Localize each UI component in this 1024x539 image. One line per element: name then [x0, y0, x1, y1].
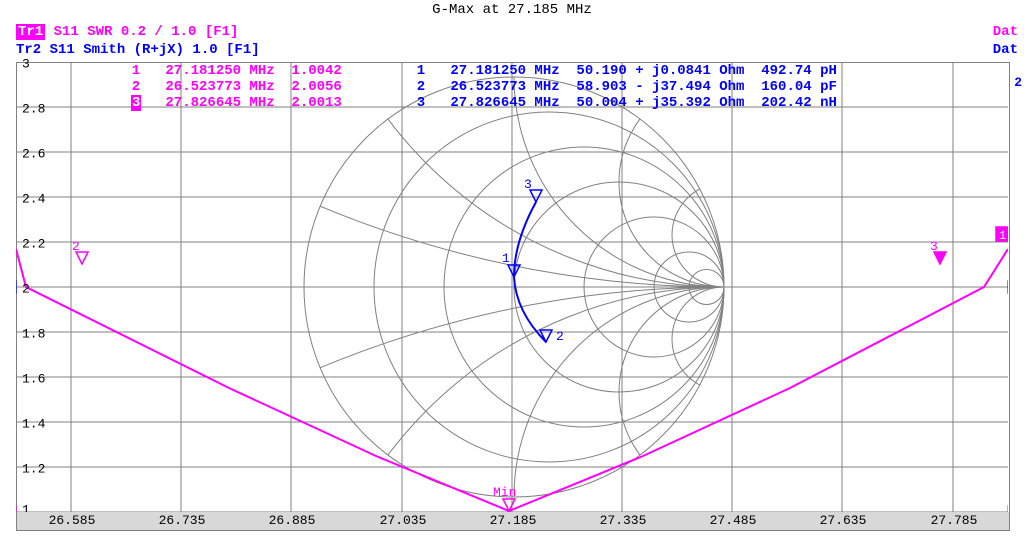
swr-markers: 2 3 1	[72, 227, 1008, 264]
ytick: 1.2	[22, 462, 45, 477]
svg-text:2: 2	[72, 239, 80, 254]
smith-marker-3: 3 27.826645 MHz 50.004 + j35.392 Ohm 202…	[400, 95, 837, 111]
ytick: 2	[22, 282, 30, 297]
ytick: 1.4	[22, 417, 45, 432]
dat2-label: Dat	[993, 42, 1018, 58]
min-marker: Min	[493, 485, 516, 511]
xtick: 27.035	[380, 513, 427, 528]
xtick: 27.785	[931, 513, 978, 528]
xtick: 27.635	[820, 513, 867, 528]
ytick: 1.8	[22, 327, 45, 342]
trace2-header: Tr2 S11 Smith (R+jX) 1.0 [F1]	[16, 42, 260, 58]
svg-text:3: 3	[930, 239, 938, 254]
x-axis: 26.585 26.735 26.885 27.035 27.185 27.33…	[16, 512, 1010, 531]
xtick: 27.185	[490, 513, 537, 528]
ytick: 2.2	[22, 237, 45, 252]
ytick: 2.4	[22, 192, 45, 207]
swr-marker-3: 3 27.826645 MHz 2.0013	[115, 95, 342, 111]
chart-svg: 1 2 3 2 3 1 Min	[16, 62, 1008, 512]
smith-marker-1: 1 27.181250 MHz 50.190 + j0.0841 Ohm 492…	[400, 63, 837, 79]
xtick: 27.335	[600, 513, 647, 528]
ytick: 2.6	[22, 147, 45, 162]
dat1-label: Dat	[993, 24, 1018, 40]
smith-marker-2: 2 26.523773 MHz 58.903 - j37.494 Ohm 160…	[400, 79, 837, 95]
swr-marker-2: 2 26.523773 MHz 2.0056	[115, 79, 342, 95]
side-indicator-2: 2	[1014, 75, 1022, 90]
svg-text:3: 3	[524, 177, 532, 192]
smith-trace	[514, 202, 546, 342]
smith-markers: 1 2 3	[502, 177, 564, 344]
xtick: 27.485	[710, 513, 757, 528]
svg-text:1: 1	[502, 251, 510, 266]
xtick: 26.585	[49, 513, 96, 528]
svg-text:2: 2	[556, 329, 564, 344]
trace1-tag: Tr1	[16, 24, 45, 40]
ytick: 2.8	[22, 102, 45, 117]
ytick: 1.6	[22, 372, 45, 387]
trace1-header: Tr1 S11 SWR 0.2 / 1.0 [F1]	[16, 24, 238, 40]
chart-title: G-Max at 27.185 MHz	[0, 2, 1024, 18]
ytick: 3	[22, 57, 30, 72]
svg-text:1: 1	[999, 229, 1006, 243]
xtick: 26.885	[269, 513, 316, 528]
swr-marker-3-highlight: 3	[131, 95, 141, 111]
svg-text:Min: Min	[493, 485, 516, 500]
xtick: 26.735	[159, 513, 206, 528]
swr-marker-1: 1 27.181250 MHz 1.0042	[115, 63, 342, 79]
